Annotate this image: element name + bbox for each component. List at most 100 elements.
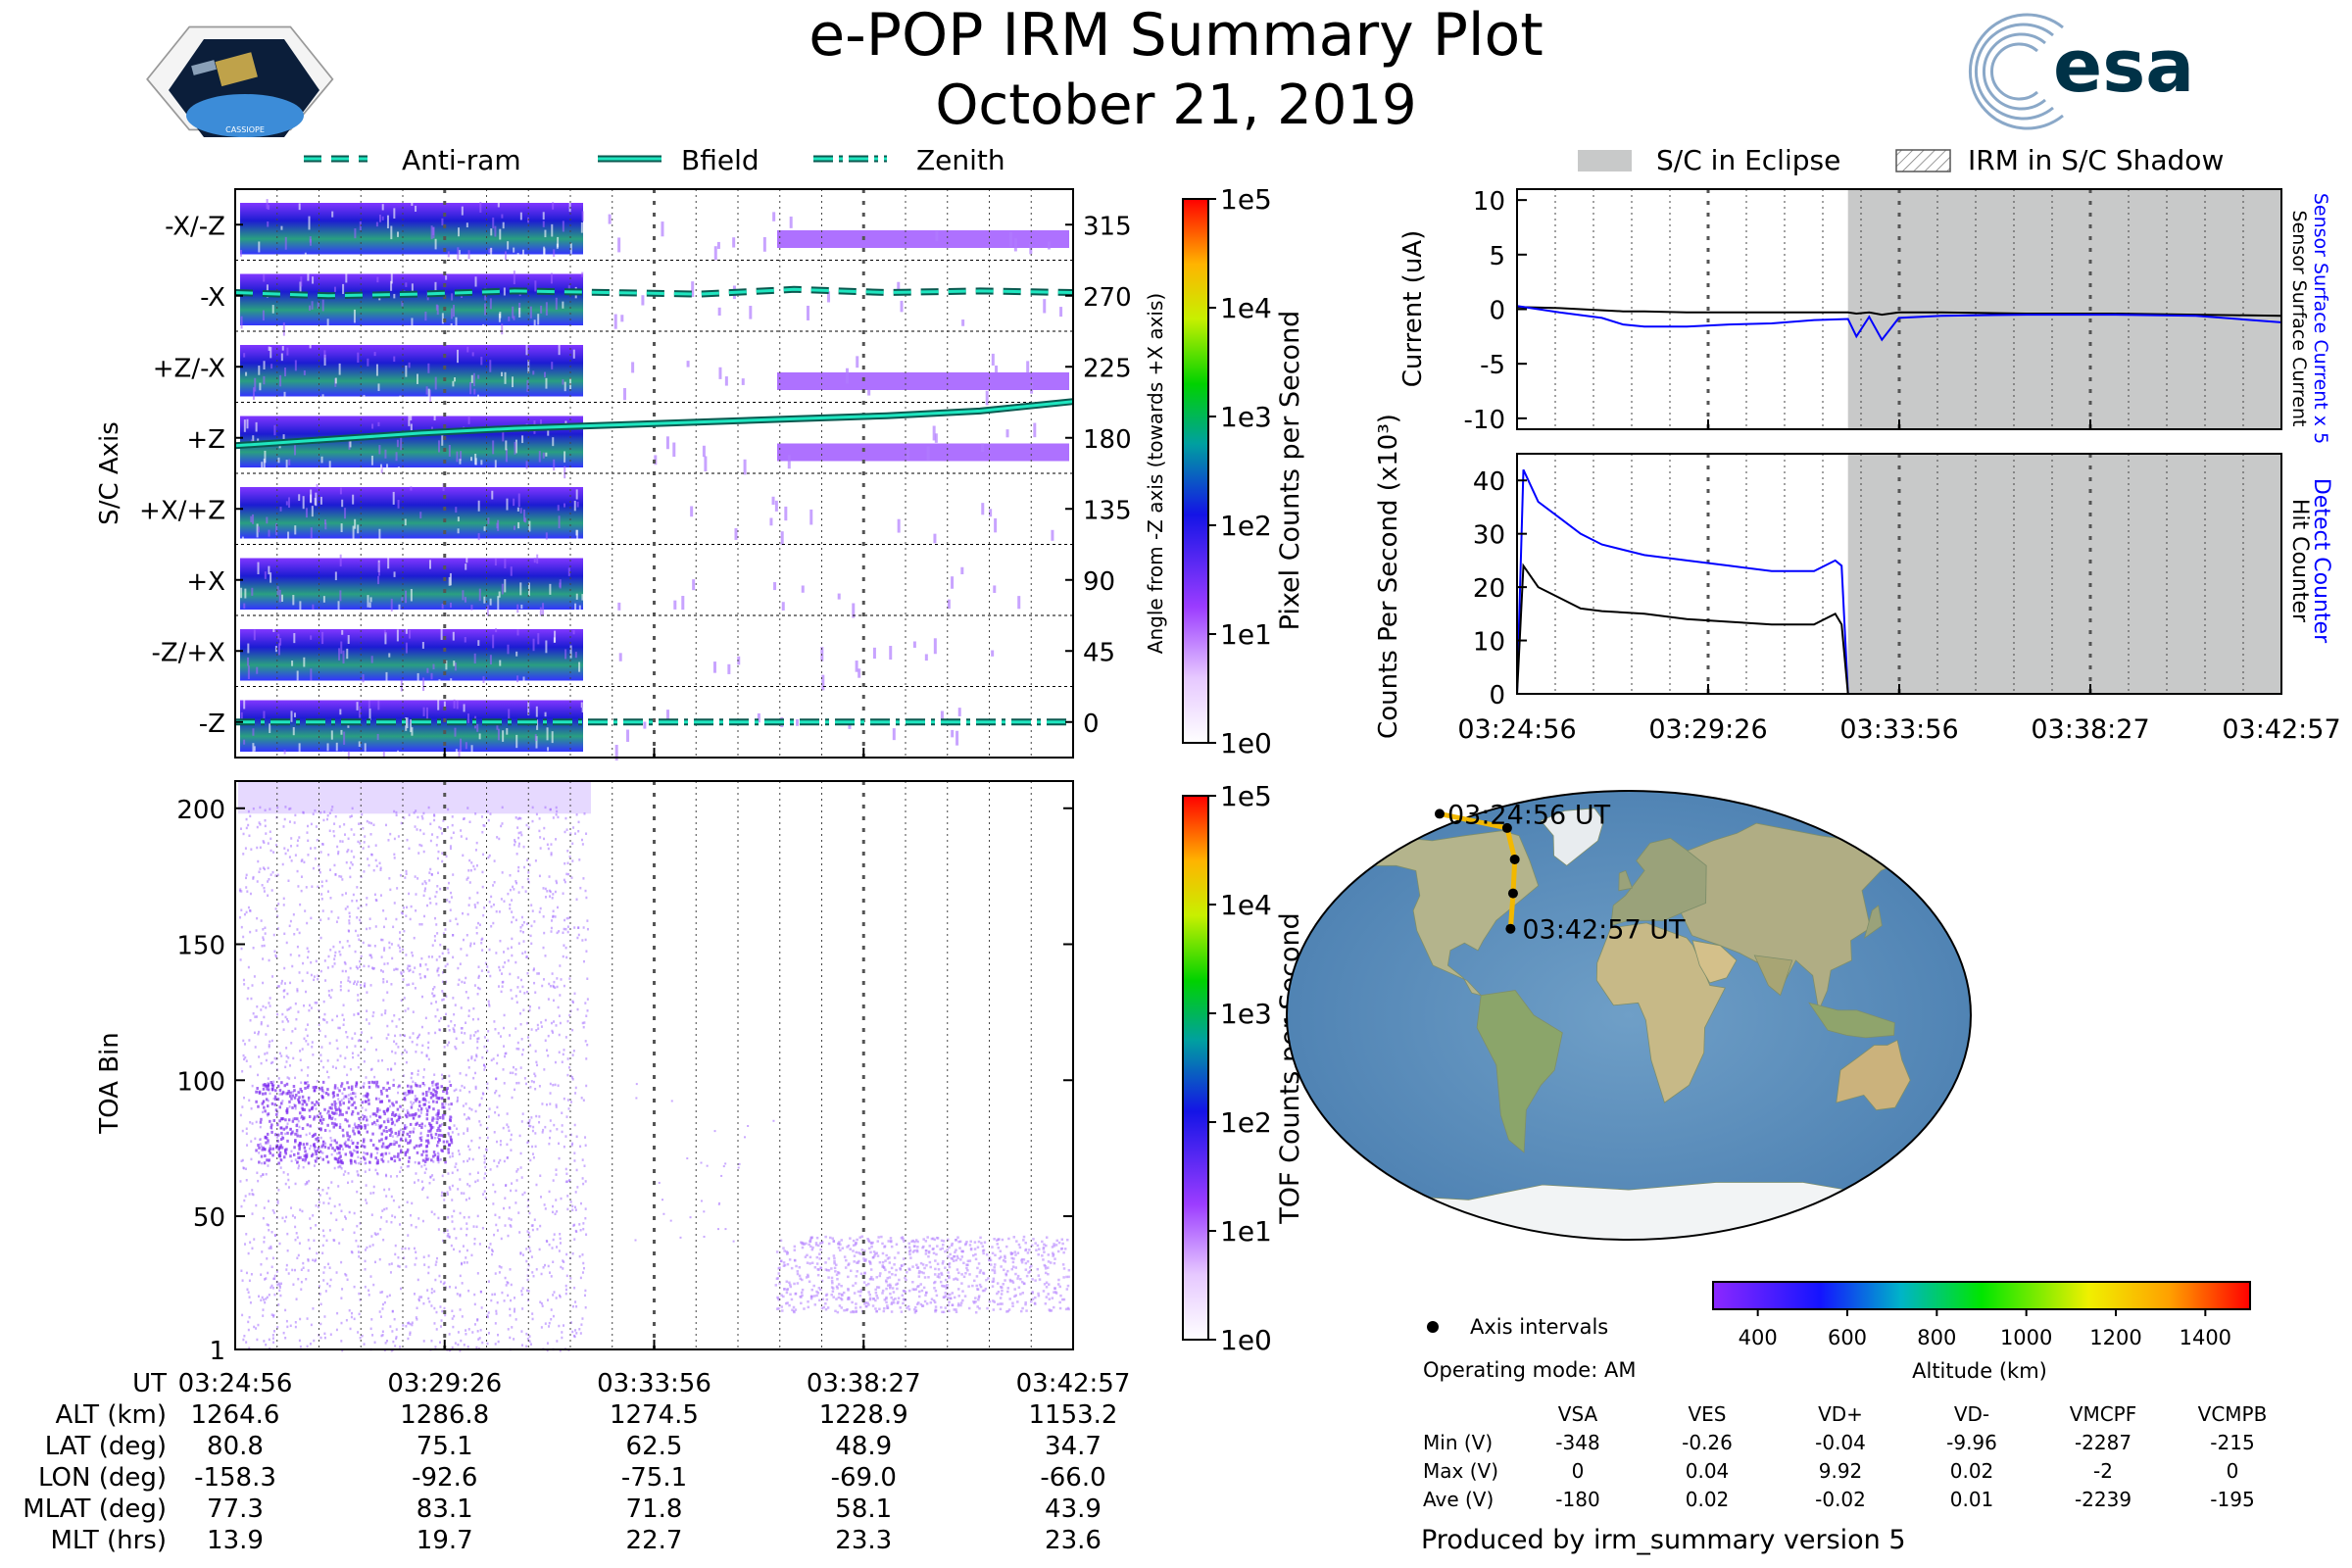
tof-dot	[584, 1040, 587, 1043]
angle-band-speck	[772, 212, 776, 221]
tof-dot	[584, 938, 587, 942]
tof-dot	[482, 853, 485, 857]
angle-line-anti-ram	[234, 287, 1074, 298]
tof-dot-dense	[320, 1095, 323, 1099]
angle-band-speck	[451, 293, 454, 301]
tof-dot	[509, 1314, 512, 1317]
tof-dot-dense	[271, 1084, 274, 1088]
tof-dot	[473, 1302, 476, 1306]
tof-dot	[433, 813, 436, 816]
tof-dot	[473, 1237, 476, 1241]
tof-dot	[585, 1014, 588, 1017]
tof-dot	[258, 1295, 261, 1298]
tof-dot	[496, 1229, 499, 1232]
angle-band-speck	[539, 418, 542, 428]
angle-band-speck	[303, 369, 306, 375]
tof-dot	[585, 950, 588, 953]
tof-dot	[340, 1209, 343, 1212]
tof-dot	[530, 1255, 533, 1258]
tof-dot	[549, 1129, 552, 1133]
tof-dot	[564, 1135, 567, 1138]
tof-dot	[263, 890, 266, 893]
tof-dot	[510, 1133, 513, 1137]
tof-dot	[276, 914, 279, 918]
angle-band-speck	[410, 414, 413, 420]
angle-band-speck	[277, 643, 280, 656]
tof-dot	[550, 1317, 553, 1321]
angle-band-speck	[934, 433, 938, 443]
tof-dot	[566, 1180, 569, 1183]
tof-dot	[416, 1107, 419, 1111]
tof-dot-dense	[368, 1102, 370, 1105]
tof-dot	[350, 1103, 353, 1107]
tof-dot	[552, 1260, 555, 1263]
tof-dot	[383, 949, 386, 952]
tof-dot-late	[1051, 1297, 1054, 1299]
tof-dot	[432, 1126, 435, 1129]
tof-dot-dense	[274, 1089, 277, 1093]
angle-band-speck	[551, 362, 554, 369]
tof-dot-dense	[386, 1081, 389, 1085]
tof-dot	[579, 1228, 582, 1232]
angle-band-speck	[981, 443, 985, 453]
angle-band-speck	[461, 206, 464, 216]
tof-dot	[520, 1176, 523, 1179]
tof-dot	[356, 1224, 359, 1228]
tof-dot	[337, 1026, 340, 1030]
tof-dot	[431, 833, 434, 836]
tof-dot-late	[863, 1272, 866, 1275]
tof-dot	[377, 1059, 380, 1062]
header: CASSIOPE e-POP IRM Summary Plot October …	[146, 1, 2194, 137]
tof-dot	[408, 983, 411, 987]
tof-dot	[564, 1180, 567, 1184]
tof-dot-late	[1056, 1250, 1060, 1253]
tof-dot-late	[947, 1297, 950, 1299]
tof-dot	[426, 968, 429, 971]
tof-dot-late	[911, 1288, 914, 1291]
tof-dot	[433, 818, 436, 822]
tof-dot	[293, 932, 296, 936]
tof-dot	[477, 1037, 480, 1040]
tof-dot-late	[843, 1308, 846, 1312]
tof-dot	[250, 848, 253, 851]
tof-dot	[354, 950, 357, 954]
tof-dot-dense	[390, 1130, 394, 1134]
angle-band-speck	[441, 603, 444, 610]
tof-dot	[550, 1275, 553, 1278]
tof-dot	[339, 988, 342, 992]
tof-dot-late	[900, 1264, 904, 1267]
tof-dot	[374, 925, 377, 928]
tof-dot	[443, 1230, 446, 1234]
tof-dot	[296, 1236, 299, 1239]
tof-dot-late	[957, 1295, 960, 1298]
tof-dot-late	[914, 1309, 918, 1312]
tof-dot	[514, 1068, 517, 1071]
tof-dot-dense	[255, 1090, 258, 1094]
tof-dot-late	[897, 1300, 900, 1303]
tof-dot	[475, 1054, 478, 1056]
tof-dot	[319, 1054, 322, 1056]
tof-dot	[414, 1082, 416, 1085]
tof-dot	[307, 1074, 310, 1077]
tof-dot	[404, 1091, 407, 1095]
tof-dot	[567, 916, 570, 919]
tof-dot-late	[869, 1275, 873, 1279]
tof-dot	[520, 978, 523, 982]
tof-dot	[267, 880, 270, 883]
tof-dot	[336, 1311, 339, 1315]
tof-dot	[489, 974, 492, 978]
tof-dot	[331, 1096, 334, 1100]
tof-dot-dense	[258, 1160, 261, 1164]
angle-band-speck	[359, 706, 362, 718]
tof-dot	[493, 1159, 496, 1162]
tof-dot	[469, 868, 472, 872]
tof-dot	[536, 1228, 539, 1231]
tof-dot	[497, 1032, 500, 1035]
angle-band-speck	[346, 648, 349, 660]
tof-dot-late	[831, 1237, 835, 1240]
tof-dot	[329, 1136, 332, 1140]
tof-dot-dense	[409, 1122, 413, 1126]
tof-dot	[285, 1060, 288, 1063]
tof-dot-late	[1045, 1236, 1049, 1239]
